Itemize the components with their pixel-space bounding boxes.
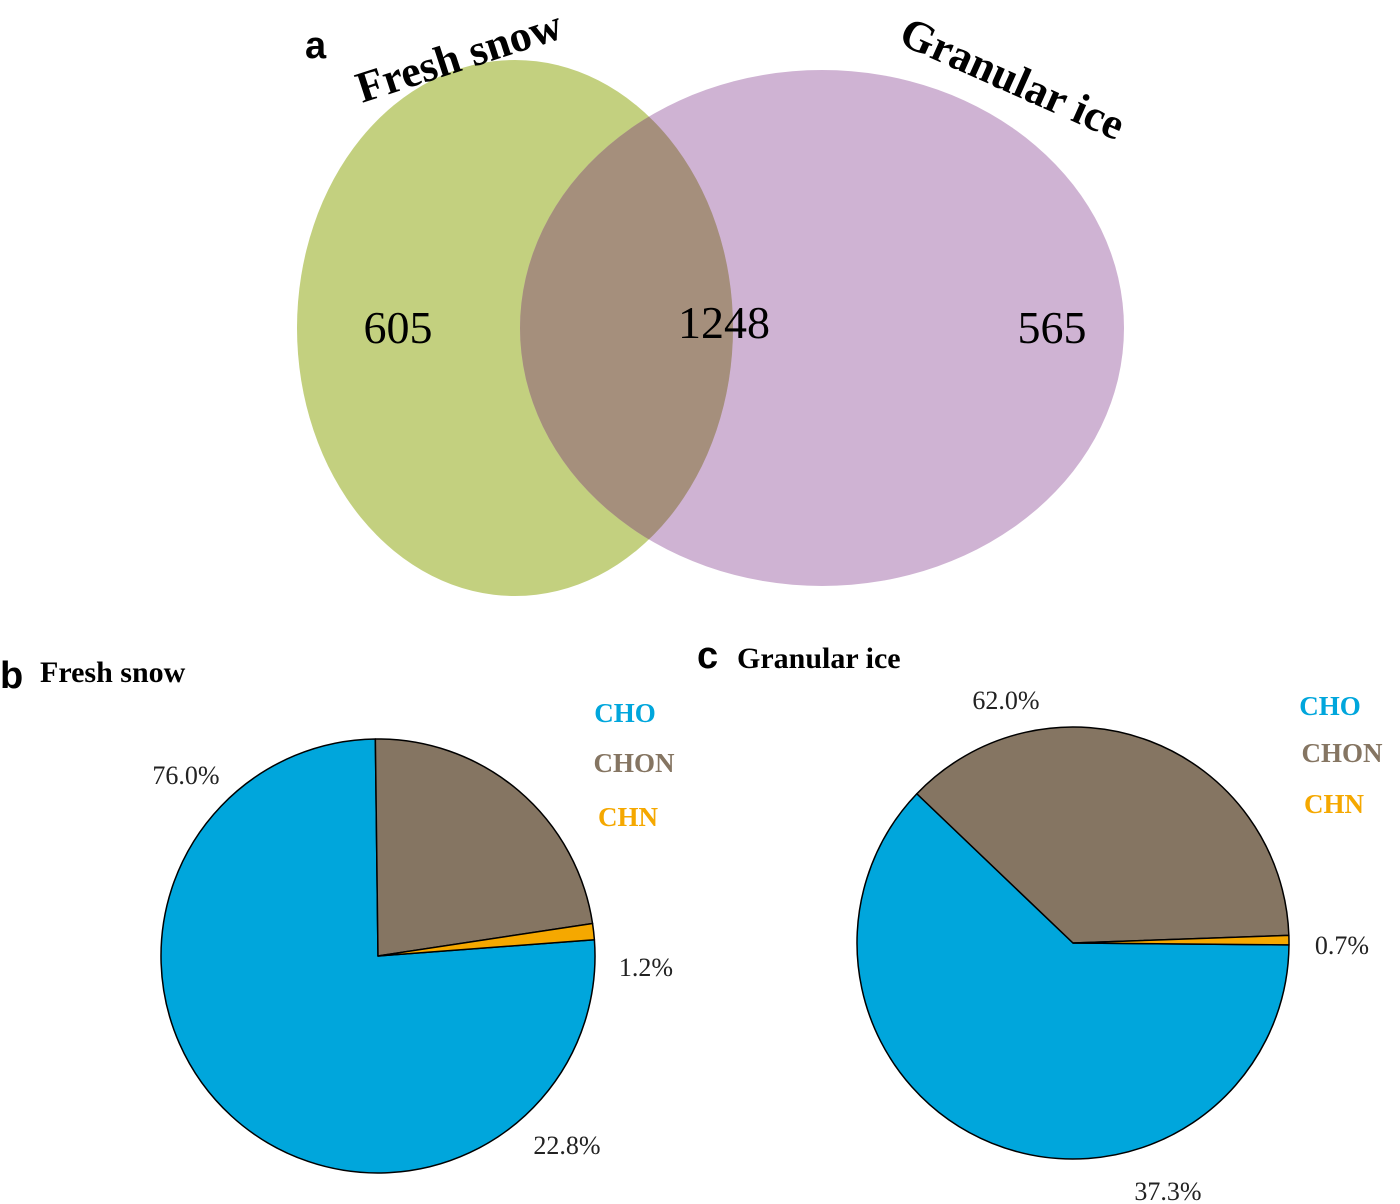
pie-title-fresh-snow: Fresh snow bbox=[40, 656, 186, 689]
panel-letter-c: c bbox=[697, 635, 718, 677]
legend-item-cho: CHO bbox=[1299, 691, 1361, 721]
pie-slices-fresh-snow bbox=[160, 738, 596, 1174]
pie-slice-chn-fresh-snow bbox=[377, 922, 596, 957]
legend-item-chn: CHN bbox=[1304, 789, 1365, 819]
pie-label-chn-fresh-snow: 1.2% bbox=[619, 953, 673, 982]
venn-count-fresh-snow-only: 605 bbox=[364, 302, 433, 353]
panel-letter-a: a bbox=[305, 25, 327, 67]
pie-label-chon-fresh-snow: 22.8% bbox=[533, 1131, 600, 1160]
pie-label-cho-granular-ice: 62.0% bbox=[972, 686, 1039, 715]
pie-slice-cho-granular-ice bbox=[856, 793, 1290, 1160]
pie-chart-granular-ice: c Granular ice CHO CHON CHN 62.0% 37.3% … bbox=[697, 635, 1383, 1204]
legend-item-chn: CHN bbox=[598, 802, 659, 832]
venn-intersection bbox=[520, 70, 733, 586]
pie-chart-fresh-snow: b Fresh snow CHO CHON CHN 76.0% 22.8% 1.… bbox=[0, 655, 676, 1174]
venn-count-intersection: 1248 bbox=[678, 297, 770, 348]
legend-item-cho: CHO bbox=[594, 698, 656, 728]
venn-count-granular-ice-only: 565 bbox=[1018, 302, 1087, 353]
venn-diagram: a Fresh snow Granular ice 605 1248 565 bbox=[297, 0, 1132, 596]
panel-letter-b: b bbox=[0, 655, 23, 697]
legend-item-chon: CHON bbox=[594, 748, 676, 778]
pie-label-cho-fresh-snow: 76.0% bbox=[152, 761, 219, 790]
pie-title-granular-ice: Granular ice bbox=[737, 642, 901, 675]
legend-item-chon: CHON bbox=[1302, 738, 1384, 768]
pie-label-chon-granular-ice: 37.3% bbox=[1134, 1177, 1201, 1204]
pie-slice-chon-granular-ice bbox=[916, 726, 1290, 944]
pie-slice-chn-granular-ice bbox=[1072, 934, 1290, 946]
pie-label-chn-granular-ice: 0.7% bbox=[1315, 931, 1369, 960]
pie-slice-chon-fresh-snow bbox=[374, 738, 594, 957]
pie-slices-granular-ice bbox=[856, 726, 1290, 1160]
